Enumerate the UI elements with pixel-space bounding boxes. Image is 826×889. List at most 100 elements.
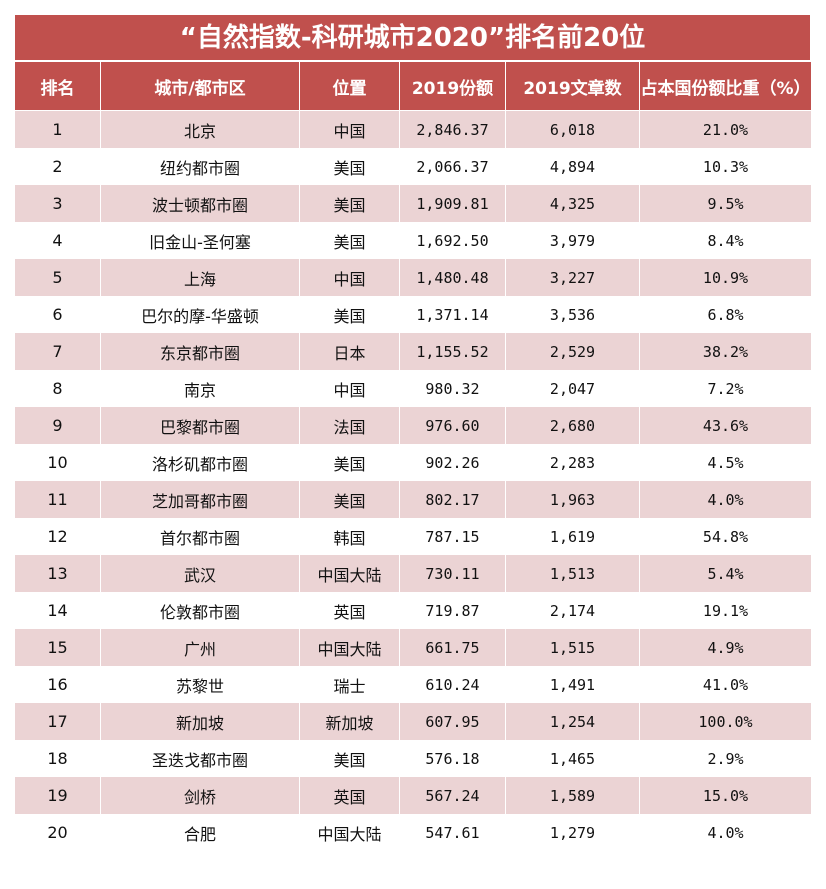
- city-cell: 南京: [100, 370, 300, 407]
- location-cell: 英国: [299, 592, 400, 629]
- national-share-cell: 100.0%: [639, 703, 812, 740]
- location-cell: 法国: [299, 407, 400, 444]
- city-cell: 剑桥: [100, 777, 300, 814]
- city-cell: 上海: [100, 259, 300, 296]
- articles-cell: 1,619: [505, 518, 640, 555]
- city-cell: 洛杉矶都市圈: [100, 444, 300, 481]
- national-share-cell: 7.2%: [639, 370, 812, 407]
- header-rank: 排名: [14, 61, 101, 111]
- articles-cell: 2,047: [505, 370, 640, 407]
- location-cell: 中国: [299, 259, 400, 296]
- share-cell: 1,155.52: [399, 333, 506, 370]
- table-row: 14 伦敦都市圈 英国 719.87 2,174 19.1%: [14, 592, 812, 629]
- articles-cell: 3,227: [505, 259, 640, 296]
- table-row: 5 上海 中国 1,480.48 3,227 10.9%: [14, 259, 812, 296]
- rank-cell: 7: [14, 333, 101, 370]
- rank-cell: 10: [14, 444, 101, 481]
- share-cell: 980.32: [399, 370, 506, 407]
- city-cell: 伦敦都市圈: [100, 592, 300, 629]
- articles-cell: 1,513: [505, 555, 640, 592]
- articles-cell: 2,283: [505, 444, 640, 481]
- rank-cell: 11: [14, 481, 101, 518]
- national-share-cell: 43.6%: [639, 407, 812, 444]
- ranking-table: 排名 城市/都市区 位置 2019份额 2019文章数 占本国份额比重（%） 1…: [14, 61, 812, 851]
- share-cell: 2,846.37: [399, 110, 506, 148]
- table-row: 4 旧金山-圣何塞 美国 1,692.50 3,979 8.4%: [14, 222, 812, 259]
- table-row: 18 圣迭戈都市圈 美国 576.18 1,465 2.9%: [14, 740, 812, 777]
- city-cell: 波士顿都市圈: [100, 185, 300, 222]
- share-cell: 607.95: [399, 703, 506, 740]
- table-row: 9 巴黎都市圈 法国 976.60 2,680 43.6%: [14, 407, 812, 444]
- rank-cell: 14: [14, 592, 101, 629]
- rank-cell: 13: [14, 555, 101, 592]
- city-cell: 武汉: [100, 555, 300, 592]
- national-share-cell: 6.8%: [639, 296, 812, 333]
- share-cell: 787.15: [399, 518, 506, 555]
- table-row: 3 波士顿都市圈 美国 1,909.81 4,325 9.5%: [14, 185, 812, 222]
- table-row: 8 南京 中国 980.32 2,047 7.2%: [14, 370, 812, 407]
- rank-cell: 6: [14, 296, 101, 333]
- city-cell: 广州: [100, 629, 300, 666]
- table-row: 12 首尔都市圈 韩国 787.15 1,619 54.8%: [14, 518, 812, 555]
- rank-cell: 15: [14, 629, 101, 666]
- rank-cell: 2: [14, 148, 101, 185]
- city-cell: 旧金山-圣何塞: [100, 222, 300, 259]
- table-body: 1 北京 中国 2,846.37 6,018 21.0% 2 纽约都市圈 美国 2,066.37 4…: [14, 110, 812, 851]
- rank-cell: 19: [14, 777, 101, 814]
- national-share-cell: 54.8%: [639, 518, 812, 555]
- articles-cell: 1,963: [505, 481, 640, 518]
- share-cell: 610.24: [399, 666, 506, 703]
- rank-cell: 4: [14, 222, 101, 259]
- articles-cell: 3,536: [505, 296, 640, 333]
- location-cell: 中国大陆: [299, 629, 400, 666]
- national-share-cell: 4.9%: [639, 629, 812, 666]
- share-cell: 730.11: [399, 555, 506, 592]
- city-cell: 圣迭戈都市圈: [100, 740, 300, 777]
- national-share-cell: 9.5%: [639, 185, 812, 222]
- national-share-cell: 41.0%: [639, 666, 812, 703]
- location-cell: 美国: [299, 444, 400, 481]
- header-city: 城市/都市区: [100, 61, 300, 111]
- national-share-cell: 10.3%: [639, 148, 812, 185]
- share-cell: 719.87: [399, 592, 506, 629]
- city-cell: 新加坡: [100, 703, 300, 740]
- share-cell: 1,909.81: [399, 185, 506, 222]
- articles-cell: 2,174: [505, 592, 640, 629]
- table-row: 11 芝加哥都市圈 美国 802.17 1,963 4.0%: [14, 481, 812, 518]
- rank-cell: 20: [14, 814, 101, 851]
- articles-cell: 6,018: [505, 110, 640, 148]
- location-cell: 日本: [299, 333, 400, 370]
- share-cell: 1,480.48: [399, 259, 506, 296]
- table-row: 17 新加坡 新加坡 607.95 1,254 100.0%: [14, 703, 812, 740]
- header-articles-2019: 2019文章数: [505, 61, 640, 111]
- location-cell: 中国大陆: [299, 555, 400, 592]
- location-cell: 美国: [299, 148, 400, 185]
- table-row: 16 苏黎世 瑞士 610.24 1,491 41.0%: [14, 666, 812, 703]
- table-row: 1 北京 中国 2,846.37 6,018 21.0%: [14, 110, 812, 148]
- location-cell: 新加坡: [299, 703, 400, 740]
- location-cell: 韩国: [299, 518, 400, 555]
- table-row: 20 合肥 中国大陆 547.61 1,279 4.0%: [14, 814, 812, 851]
- articles-cell: 1,515: [505, 629, 640, 666]
- national-share-cell: 4.5%: [639, 444, 812, 481]
- national-share-cell: 10.9%: [639, 259, 812, 296]
- national-share-cell: 21.0%: [639, 110, 812, 148]
- header-national-share-pct: 占本国份额比重（%）: [639, 61, 812, 111]
- national-share-cell: 2.9%: [639, 740, 812, 777]
- city-cell: 巴尔的摩-华盛顿: [100, 296, 300, 333]
- location-cell: 美国: [299, 185, 400, 222]
- share-cell: 661.75: [399, 629, 506, 666]
- table-row: 15 广州 中国大陆 661.75 1,515 4.9%: [14, 629, 812, 666]
- articles-cell: 2,680: [505, 407, 640, 444]
- national-share-cell: 4.0%: [639, 481, 812, 518]
- table-row: 10 洛杉矶都市圈 美国 902.26 2,283 4.5%: [14, 444, 812, 481]
- share-cell: 902.26: [399, 444, 506, 481]
- share-cell: 1,371.14: [399, 296, 506, 333]
- articles-cell: 2,529: [505, 333, 640, 370]
- articles-cell: 4,894: [505, 148, 640, 185]
- header-row: 排名 城市/都市区 位置 2019份额 2019文章数 占本国份额比重（%）: [14, 61, 812, 111]
- articles-cell: 1,589: [505, 777, 640, 814]
- city-cell: 北京: [100, 110, 300, 148]
- ranking-table-container: “自然指数-科研城市2020”排名前20位 排名 城市/都市区 位置 2019份…: [14, 14, 812, 851]
- location-cell: 中国: [299, 370, 400, 407]
